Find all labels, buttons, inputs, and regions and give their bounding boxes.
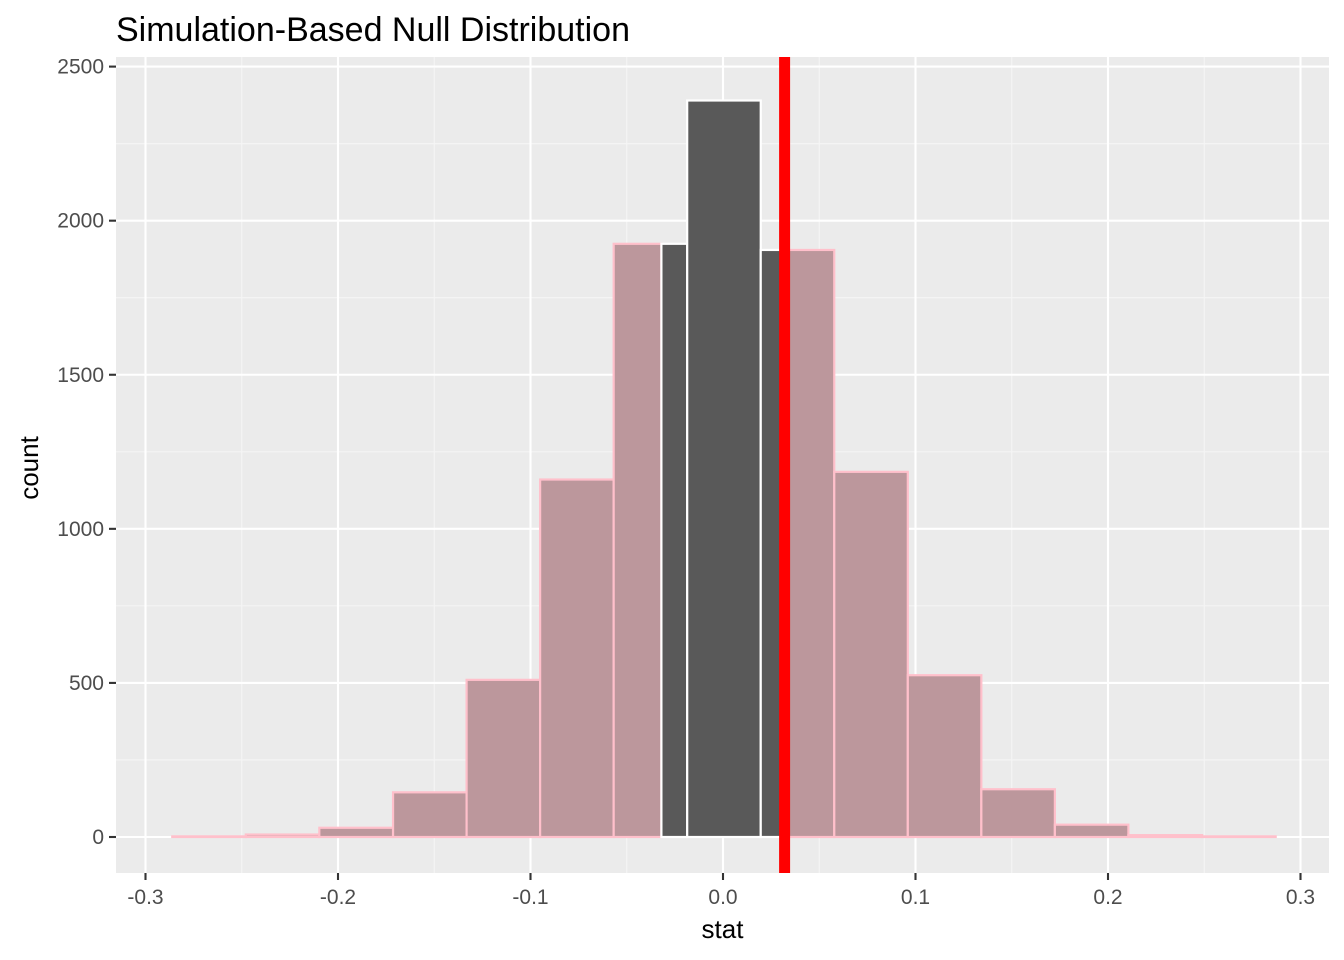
y-tick-label: 1500	[57, 364, 104, 387]
y-tick-label: 2000	[57, 210, 104, 233]
histogram-bar-shaded	[980, 788, 1056, 839]
histogram-bar-shaded	[906, 674, 983, 839]
histogram-bar-shaded	[539, 478, 615, 839]
y-tick-label: 500	[69, 672, 104, 695]
x-tick-label: -0.3	[127, 886, 163, 909]
histogram-bar-shaded	[465, 678, 542, 839]
x-tick-label: 0.1	[901, 886, 930, 909]
x-axis-title: stat	[702, 914, 745, 944]
histogram-bar-shaded	[391, 791, 468, 839]
x-tick-label: 0.3	[1286, 886, 1315, 909]
x-tick-label: -0.2	[320, 886, 356, 909]
histogram-bar-shaded	[612, 242, 663, 839]
histogram-bar	[660, 242, 689, 839]
chart-title: Simulation-Based Null Distribution	[116, 11, 630, 49]
histogram-bar-shaded	[1053, 823, 1130, 839]
y-tick-label: 2500	[57, 56, 104, 79]
y-tick-label: 0	[92, 826, 104, 849]
histogram-bar-shaded	[1201, 835, 1277, 839]
histogram-bar-shaded	[171, 835, 247, 839]
histogram-bar-shaded	[1127, 834, 1204, 839]
x-tick-label: -0.1	[512, 886, 548, 909]
y-axis: 0 500 1000 1500 2000 2500	[57, 56, 116, 849]
histogram-bar-shaded	[244, 833, 321, 839]
x-tick-label: 0.2	[1093, 886, 1122, 909]
histogram-bar-shaded	[318, 826, 395, 839]
histogram-bar	[686, 99, 762, 839]
histogram-bar-shaded	[783, 248, 836, 839]
y-axis-title: count	[14, 435, 44, 499]
y-tick-label: 1000	[57, 518, 104, 541]
x-tick-label: 0.0	[708, 886, 737, 909]
x-axis: -0.3 -0.2 -0.1 0.0 0.1 0.2 0.3	[127, 873, 1315, 909]
histogram-bars	[171, 99, 1277, 839]
histogram-bar-shaded	[833, 470, 909, 839]
